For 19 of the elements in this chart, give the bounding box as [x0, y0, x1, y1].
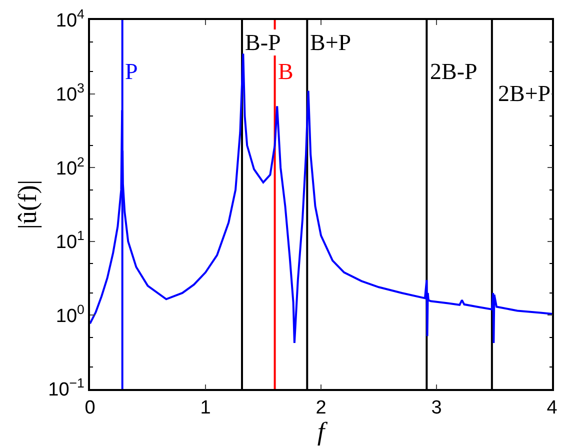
ref-line-label: B-P — [245, 30, 281, 55]
x-tick-label: 2 — [316, 398, 326, 419]
y-tick-label: 10$^{0}$ — [56, 302, 84, 327]
ref-line-label: B+P — [310, 30, 352, 55]
x-axis-title: f — [317, 417, 328, 446]
ref-line-label: 2B+P — [498, 81, 551, 106]
y-tick-label: 10$^{−1}$ — [48, 376, 84, 401]
x-tick-label: 3 — [431, 398, 442, 419]
y-tick-label: 10$^{1}$ — [56, 228, 84, 254]
y-tick-label: 10$^{4}$ — [56, 6, 84, 32]
y-tick-label: 10$^{2}$ — [56, 154, 84, 180]
x-tick-label: 0 — [84, 398, 96, 419]
ref-line-label: P — [125, 59, 138, 84]
ref-line-label: B — [278, 59, 294, 84]
ref-line-label: 2B-P — [430, 59, 478, 84]
x-tick-label: 1 — [200, 398, 211, 419]
x-tick-label: 4 — [546, 398, 558, 419]
y-axis-title: |û(f)| — [13, 180, 42, 230]
y-tick-label: 10$^{3}$ — [56, 80, 84, 106]
